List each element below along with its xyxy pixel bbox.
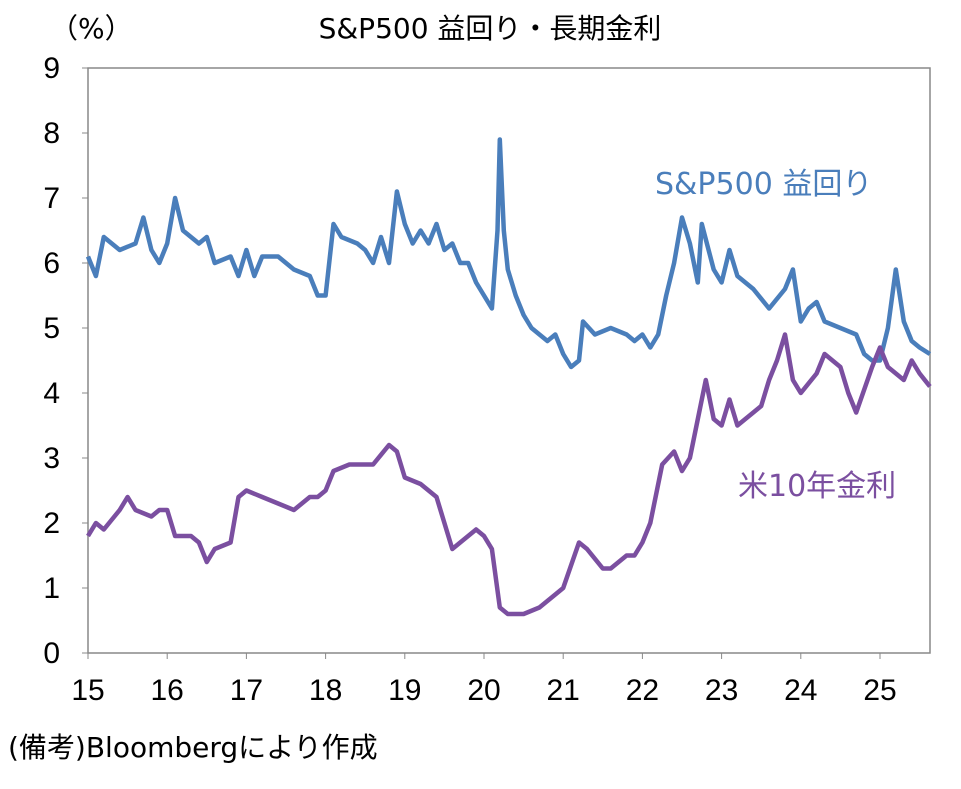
y-tick-label: 1 <box>43 572 60 605</box>
x-tick-label: 17 <box>230 674 263 707</box>
source-note: (備考)Bloombergにより作成 <box>8 731 378 764</box>
y-tick-label: 2 <box>43 507 60 540</box>
series-line-us-10y-yield <box>86 332 932 617</box>
series-line-sp500-earnings-yield <box>85 137 932 370</box>
y-tick-label: 9 <box>43 52 60 85</box>
x-tick-label: 22 <box>626 674 659 707</box>
x-tick-label: 23 <box>705 674 738 707</box>
x-tick-label: 18 <box>309 674 342 707</box>
y-axis-unit: （%） <box>50 12 133 45</box>
x-tick-label: 24 <box>784 674 817 707</box>
series-lines <box>85 137 932 617</box>
y-tick-label: 0 <box>43 637 60 670</box>
chart-title: S&P500 益回り・長期金利 <box>319 12 662 45</box>
series-label-us10y: 米10年金利 <box>738 469 896 504</box>
x-tick-label: 16 <box>151 674 184 707</box>
series-label-sp500: S&P500 益回り <box>655 167 872 202</box>
y-tick-label: 6 <box>43 247 60 280</box>
x-tick-label: 19 <box>388 674 421 707</box>
y-tick-label: 3 <box>43 442 60 475</box>
x-tick-label: 20 <box>467 674 500 707</box>
y-tick-label: 4 <box>43 377 60 410</box>
y-tick-label: 8 <box>43 117 60 150</box>
x-tick-label: 15 <box>71 674 104 707</box>
plot-frame <box>87 67 931 654</box>
x-tick-label: 25 <box>863 674 896 707</box>
x-tick-label: 21 <box>547 674 580 707</box>
y-tick-label: 5 <box>43 312 60 345</box>
y-tick-label: 7 <box>43 182 60 215</box>
